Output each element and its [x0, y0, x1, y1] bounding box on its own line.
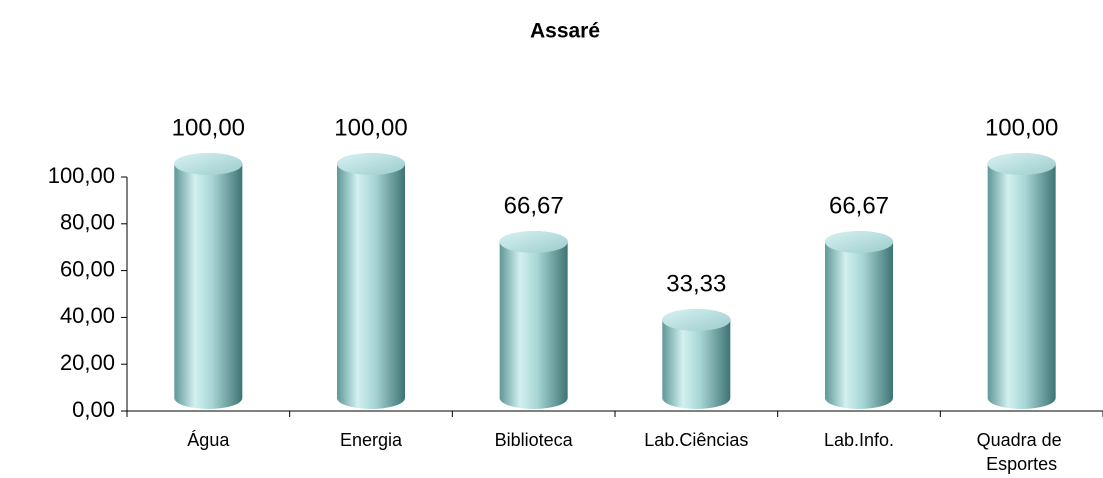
y-tick-label: 20,00	[60, 350, 115, 375]
x-tick-label: Lab.Ciências	[644, 430, 748, 450]
bar	[662, 309, 731, 410]
y-tick-label: 40,00	[60, 303, 115, 328]
value-label: 100,00	[172, 114, 245, 141]
bar	[499, 230, 568, 409]
y-tick-label: 0,00	[72, 397, 115, 422]
y-tick-label: 60,00	[60, 256, 115, 281]
chart-title: Assaré	[530, 20, 600, 43]
bar-top	[825, 230, 893, 253]
bar	[174, 153, 243, 410]
bar-top	[662, 309, 731, 332]
bar-top	[987, 153, 1056, 175]
bar	[825, 230, 893, 409]
y-tick-label: 100,00	[48, 163, 115, 188]
bar	[987, 153, 1056, 409]
value-label: 66,67	[829, 192, 889, 219]
x-tick-label: Energia	[340, 430, 403, 450]
bar	[337, 153, 405, 409]
value-label: 100,00	[334, 114, 407, 141]
x-tick-label: Quadra de Esportes	[977, 430, 1067, 474]
bar-top	[337, 153, 405, 175]
value-label: 100,00	[985, 114, 1058, 141]
bar-top	[174, 153, 243, 175]
bar-top	[499, 230, 568, 253]
x-tick-label: Biblioteca	[495, 430, 574, 450]
x-tick-label: Água	[187, 430, 230, 450]
value-label: 33,33	[666, 270, 726, 297]
y-tick-label: 80,00	[60, 210, 115, 235]
value-label: 66,67	[504, 192, 564, 219]
x-tick-label: Lab.Info.	[824, 430, 894, 450]
